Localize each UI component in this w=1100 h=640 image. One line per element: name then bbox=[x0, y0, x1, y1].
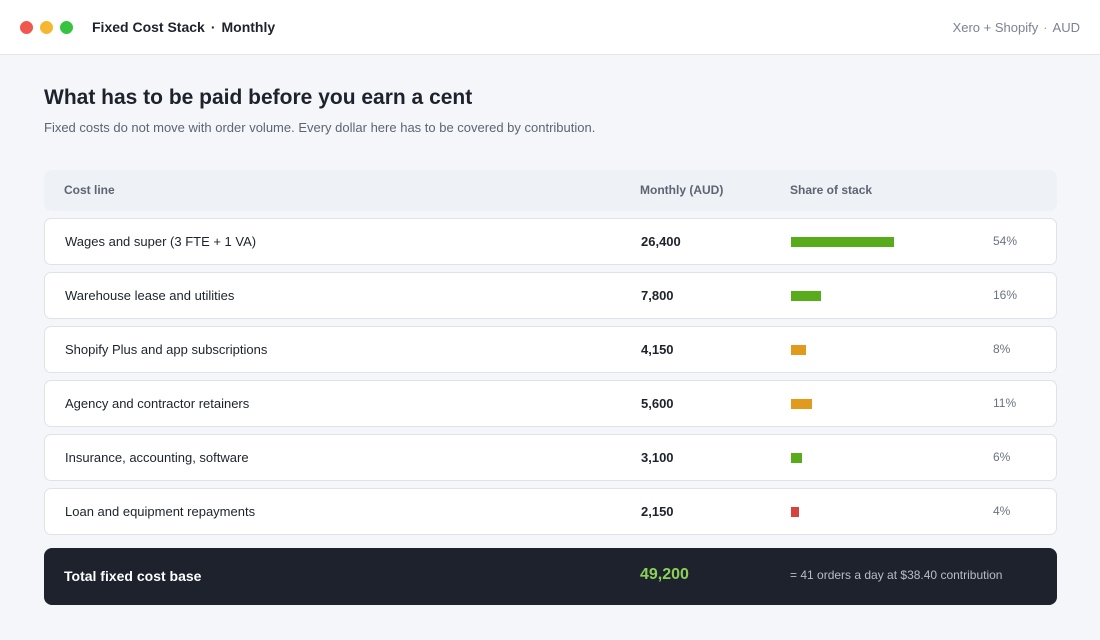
share-percent: 8% bbox=[993, 342, 1011, 356]
table-header: Cost line Monthly (AUD) Share of stack bbox=[44, 170, 1057, 211]
table-row[interactable]: Insurance, accounting, software 3,100 6% bbox=[44, 434, 1057, 481]
title-bar: Fixed Cost Stack · Monthly Xero + Shopify ·… bbox=[0, 0, 1100, 55]
cost-line-name: Shopify Plus and app subscriptions bbox=[65, 342, 268, 357]
monthly-amount: 5,600 bbox=[641, 396, 674, 411]
cost-line-name: Insurance, accounting, software bbox=[65, 450, 249, 465]
total-note: = 41 orders a day at $38.40 contribution bbox=[790, 568, 1003, 582]
monthly-amount: 26,400 bbox=[641, 234, 681, 249]
share-percent: 4% bbox=[993, 504, 1011, 518]
share-bar bbox=[791, 291, 821, 301]
window-controls bbox=[20, 21, 73, 34]
source-separator: · bbox=[1043, 20, 1048, 35]
page-subtitle: Fixed costs do not move with order volum… bbox=[44, 120, 596, 135]
share-percent: 11% bbox=[993, 396, 1017, 410]
share-percent: 16% bbox=[993, 288, 1018, 302]
share-percent: 54% bbox=[993, 234, 1018, 248]
cost-line-name: Loan and equipment repayments bbox=[65, 504, 256, 519]
period-label: Monthly bbox=[221, 19, 276, 35]
monthly-amount: 2,150 bbox=[641, 504, 674, 519]
data-source: Xero + Shopify · AUD bbox=[953, 20, 1080, 35]
close-window-icon[interactable] bbox=[20, 21, 33, 34]
table-row[interactable]: Shopify Plus and app subscriptions 4,150 8… bbox=[44, 326, 1057, 373]
total-label: Total fixed cost base bbox=[64, 568, 202, 584]
share-percent: 6% bbox=[993, 450, 1011, 464]
column-header-cost-line: Cost line bbox=[64, 183, 115, 197]
column-header-monthly: Monthly (AUD) bbox=[640, 183, 724, 197]
share-bar bbox=[791, 507, 799, 517]
data-source-label: Xero + Shopify bbox=[952, 20, 1039, 35]
table-row[interactable]: Warehouse lease and utilities 7,800 16% bbox=[44, 272, 1057, 319]
app-title-text: Fixed Cost Stack bbox=[92, 19, 205, 35]
minimize-window-icon[interactable] bbox=[40, 21, 53, 34]
maximize-window-icon[interactable] bbox=[60, 21, 73, 34]
share-bar bbox=[791, 345, 806, 355]
table-row[interactable]: Wages and super (3 FTE + 1 VA) 26,400 54% bbox=[44, 218, 1057, 265]
total-row: Total fixed cost base 49,200 = 41 orders… bbox=[44, 548, 1057, 605]
share-bar bbox=[791, 399, 812, 409]
title-separator: · bbox=[210, 19, 216, 35]
table-row[interactable]: Loan and equipment repayments 2,150 4% bbox=[44, 488, 1057, 535]
cost-line-name: Wages and super (3 FTE + 1 VA) bbox=[65, 234, 257, 249]
share-bar bbox=[791, 453, 802, 463]
app-title: Fixed Cost Stack · Monthly bbox=[92, 19, 275, 35]
total-amount: 49,200 bbox=[640, 566, 689, 583]
share-bar bbox=[791, 237, 894, 247]
currency-label: AUD bbox=[1052, 20, 1080, 35]
monthly-amount: 4,150 bbox=[641, 342, 674, 357]
cost-line-name: Warehouse lease and utilities bbox=[65, 288, 235, 303]
table-row[interactable]: Agency and contractor retainers 5,600 11% bbox=[44, 380, 1057, 427]
column-header-share: Share of stack bbox=[790, 183, 873, 197]
page-title: What has to be paid before you earn a ce… bbox=[44, 86, 473, 109]
monthly-amount: 3,100 bbox=[641, 450, 674, 465]
monthly-amount: 7,800 bbox=[641, 288, 674, 303]
cost-line-name: Agency and contractor retainers bbox=[65, 396, 250, 411]
